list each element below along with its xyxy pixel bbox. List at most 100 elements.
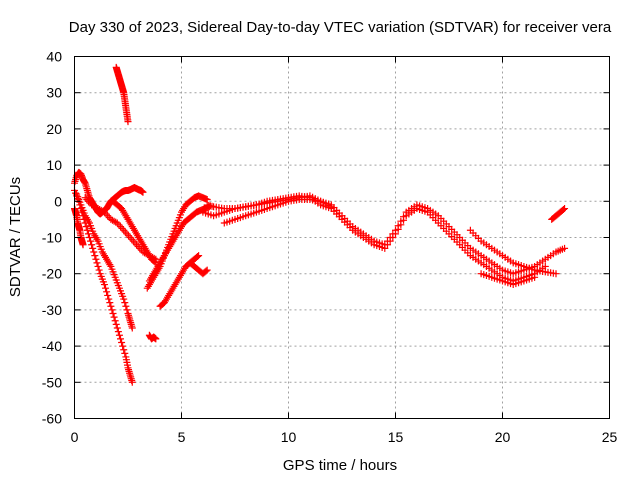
- data-point-marker: [88, 241, 96, 249]
- data-point-marker: [119, 342, 127, 350]
- data-point-marker: [109, 310, 117, 318]
- data-point-marker: [126, 234, 134, 241]
- y-tick-labels: -60 -50 -40 -30 -20 -10 0 10 20 30 40: [42, 49, 62, 427]
- x-tick-label: 15: [388, 429, 404, 445]
- series-trace-3: [112, 63, 132, 126]
- data-point-marker: [93, 259, 101, 267]
- series-trace-5: [73, 190, 136, 332]
- data-point-marker: [95, 266, 103, 274]
- data-point-marker: [151, 258, 159, 266]
- x-tick-label: 20: [495, 429, 511, 445]
- data-point-marker: [128, 378, 136, 386]
- data-point-marker: [152, 335, 160, 343]
- data-point-marker: [194, 253, 202, 261]
- data-point-marker: [552, 270, 560, 278]
- data-point-marker: [121, 349, 129, 357]
- data-point-marker: [100, 281, 108, 289]
- data-point-marker: [561, 244, 569, 252]
- data-point-marker: [108, 306, 116, 314]
- data-point-marker: [107, 302, 115, 310]
- data-point-marker: [82, 223, 90, 231]
- data-point-marker: [85, 234, 93, 241]
- data-point-marker: [131, 239, 139, 247]
- data-point-marker: [123, 306, 131, 314]
- y-tick-label: -30: [42, 302, 62, 318]
- data-point-marker: [389, 234, 397, 241]
- data-point-marker: [122, 302, 130, 310]
- series-trace-10: [145, 203, 213, 285]
- x-tick-labels: 0 5 10 15 20 25: [71, 429, 618, 445]
- series-trace-8: [145, 331, 160, 343]
- data-point-marker: [397, 221, 405, 229]
- data-point-marker: [386, 237, 394, 245]
- series-trace-18: [548, 205, 569, 223]
- data-point-marker: [90, 248, 98, 256]
- data-point-marker: [133, 241, 141, 249]
- data-point-marker: [114, 328, 122, 336]
- data-point-marker: [125, 232, 133, 240]
- chart-title: Day 330 of 2023, Sidereal Day-to-day VTE…: [69, 19, 612, 36]
- data-point-marker: [89, 244, 97, 252]
- y-tick-label: -40: [42, 338, 62, 354]
- data-point-marker: [383, 241, 391, 249]
- data-series: [71, 63, 569, 386]
- series-trace-12: [186, 259, 211, 278]
- data-point-marker: [202, 267, 210, 275]
- data-point-marker: [120, 295, 128, 303]
- y-tick-label: -10: [42, 230, 62, 246]
- data-point-marker: [91, 252, 99, 260]
- data-point-marker: [92, 255, 100, 263]
- data-point-marker: [531, 273, 539, 281]
- data-point-marker: [110, 217, 118, 225]
- data-point-marker: [79, 241, 87, 249]
- data-point-marker: [112, 320, 120, 328]
- axis-ticks: [74, 56, 610, 419]
- data-point-marker: [111, 317, 119, 325]
- series-trace-17: [477, 270, 539, 289]
- data-point-marker: [327, 203, 335, 211]
- data-point-marker: [118, 224, 126, 232]
- data-point-marker: [128, 324, 136, 332]
- y-tick-label: 20: [46, 121, 62, 137]
- y-tick-label: 40: [46, 49, 62, 65]
- y-axis-label: SDTVAR / TECUs: [7, 177, 24, 297]
- data-point-marker: [381, 244, 389, 252]
- data-point-marker: [561, 205, 569, 213]
- series-trace-2: [71, 205, 87, 249]
- x-axis-label: GPS time / hours: [283, 457, 397, 474]
- x-tick-label: 25: [602, 429, 618, 445]
- x-tick-label: 5: [178, 429, 186, 445]
- data-point-marker: [559, 205, 567, 213]
- grid: [74, 56, 610, 419]
- data-point-marker: [117, 335, 125, 343]
- x-tick-label: 0: [71, 429, 79, 445]
- series-trace-7: [109, 197, 160, 267]
- data-point-marker: [120, 346, 128, 354]
- data-point-marker: [394, 225, 402, 233]
- data-point-marker: [104, 291, 112, 299]
- data-point-marker: [94, 262, 102, 270]
- data-point-marker: [102, 284, 110, 292]
- data-point-marker: [129, 237, 137, 245]
- y-tick-label: 0: [54, 193, 62, 209]
- data-point-marker: [400, 216, 408, 224]
- data-point-marker: [110, 313, 118, 321]
- series-trace-15: [220, 195, 335, 227]
- y-tick-label: 10: [46, 157, 62, 173]
- y-tick-label: -60: [42, 411, 62, 427]
- x-tick-label: 10: [281, 429, 297, 445]
- y-tick-label: -50: [42, 374, 62, 390]
- data-point-marker: [195, 252, 203, 260]
- data-point-marker: [203, 266, 211, 274]
- data-point-marker: [106, 299, 114, 307]
- data-point-marker: [115, 331, 123, 339]
- data-point-marker: [118, 338, 126, 346]
- data-point-marker: [83, 226, 91, 234]
- y-tick-label: -20: [42, 266, 62, 282]
- data-point-marker: [124, 118, 132, 126]
- data-point-marker: [117, 223, 125, 231]
- data-point-marker: [105, 295, 113, 303]
- series-trace-16: [466, 226, 560, 278]
